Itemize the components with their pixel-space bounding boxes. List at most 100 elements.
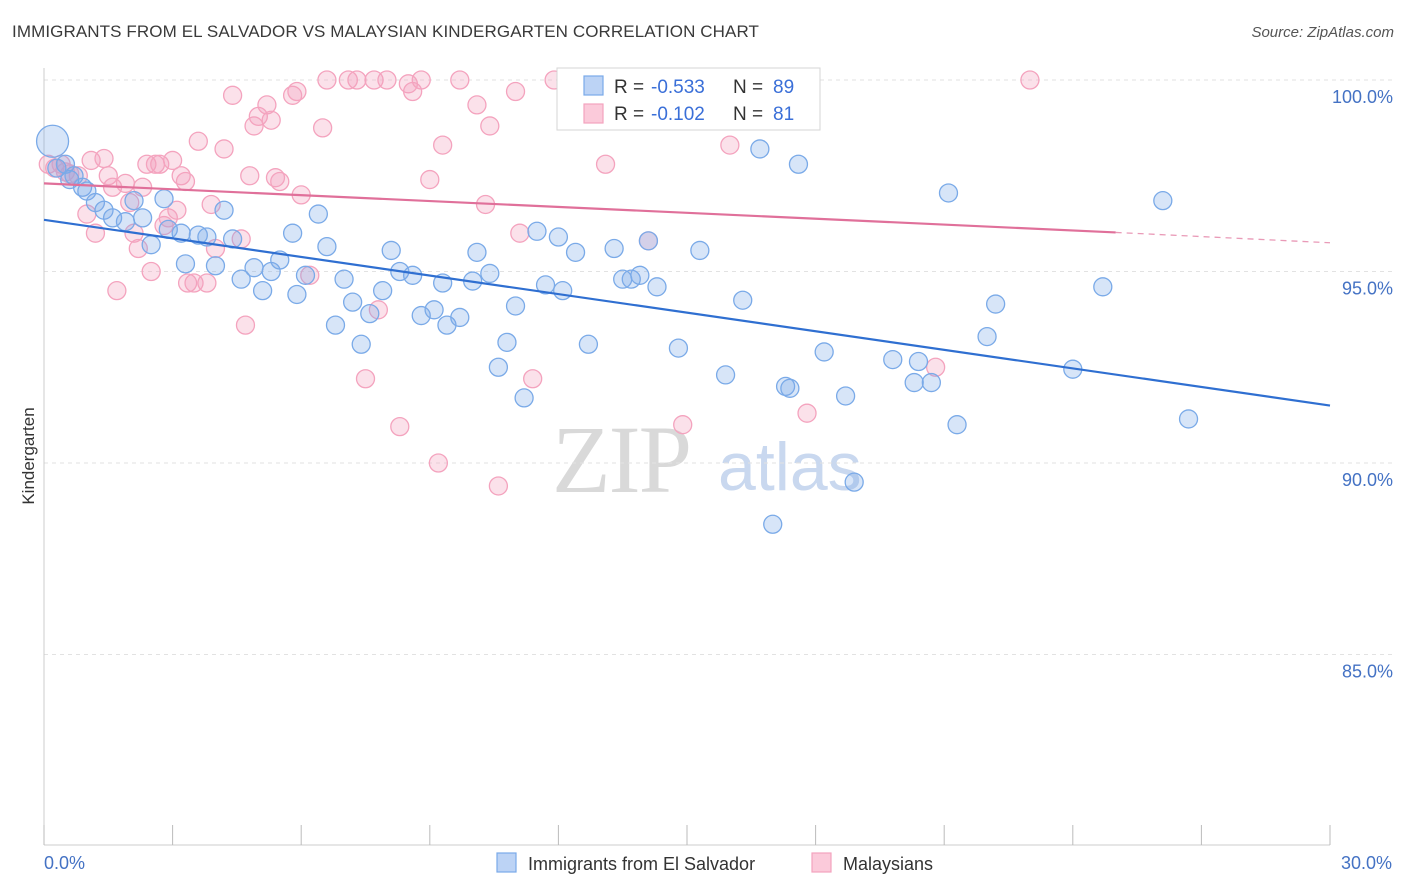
trend-lines [43,182,1331,407]
point-el-salvador [35,124,70,158]
point-malaysians [98,166,118,186]
point-malaysians [347,70,367,90]
point-el-salvador [342,292,363,312]
stats-swatch-pink [583,103,604,124]
point-el-salvador [282,223,303,243]
point-el-salvador [883,349,903,370]
point-malaysians [797,403,817,423]
point-malaysians [257,95,277,115]
point-el-salvador [1178,409,1199,429]
point-el-salvador [977,326,997,347]
point-malaysians [467,95,487,115]
point-el-salvador [638,231,659,251]
point-el-salvador [124,190,144,211]
y-axis-label: Kindergarten [19,407,38,504]
point-el-salvador [360,303,380,324]
point-el-salvador [514,388,534,408]
x-tick-label-min: 0.0% [44,853,85,873]
point-el-salvador [295,265,316,285]
point-el-salvador [1093,277,1113,297]
point-malaysians [240,166,260,186]
point-malaysians [505,81,526,102]
point-malaysians [244,116,264,136]
point-malaysians [390,416,410,437]
point-malaysians [355,369,376,389]
y-tick-label: 95.0% [1342,279,1393,299]
point-el-salvador [578,334,599,354]
point-el-salvador [715,365,736,385]
point-malaysians [141,261,161,282]
point-malaysians [595,154,616,174]
legend-swatch-el-salvador [496,852,517,873]
point-malaysians [167,200,187,220]
point-el-salvador [553,280,573,301]
point-malaysians [450,70,470,90]
point-el-salvador [1153,190,1173,211]
point-el-salvador [780,378,800,398]
point-malaysians [510,223,530,243]
source-credit: Source: ZipAtlas.com [1251,24,1394,41]
point-malaysians [312,118,333,138]
point-el-salvador [763,514,783,534]
point-el-salvador [372,280,393,301]
point-el-salvador [287,284,307,305]
stats-r-label-1: R = [614,77,644,98]
point-el-salvador [175,254,196,274]
y-tick-labels: 100.0% 95.0% 90.0% 85.0% [1332,87,1393,682]
point-el-salvador [351,334,371,354]
point-el-salvador [844,472,864,492]
point-el-salvador [467,242,487,263]
point-el-salvador [835,386,856,406]
point-malaysians [488,476,509,496]
stats-n-label-1: N = [733,77,763,98]
stats-n-label-2: N = [733,104,763,125]
point-el-salvador [647,277,667,297]
stats-legend: R = -0.533 N = 89 R = -0.102 N = 81 [556,67,821,131]
stats-n-value-1: 89 [773,77,794,98]
point-malaysians [177,273,198,293]
point-el-salvador [947,415,967,435]
point-el-salvador [788,154,809,174]
point-el-salvador [480,263,500,284]
point-el-salvador [814,342,834,362]
watermark-atlas: atlas [718,429,862,505]
point-el-salvador [403,265,423,285]
point-malaysians [107,280,127,301]
point-malaysians [222,85,243,105]
point-malaysians [197,273,217,293]
trend-line-malaysians [43,182,1116,234]
y-tick-label: 90.0% [1342,470,1393,490]
point-el-salvador [604,238,624,259]
point-el-salvador [308,204,328,224]
y-tick-label: 100.0% [1332,87,1393,107]
point-el-salvador [535,275,556,295]
point-el-salvador [488,357,509,377]
trend-line-malaysians-extension [1115,231,1331,244]
point-el-salvador [197,227,217,247]
stats-swatch-blue [583,75,604,96]
x-ticks [43,825,1331,845]
stats-r-label-2: R = [614,104,644,125]
point-el-salvador [424,300,444,320]
chart-title: IMMIGRANTS FROM EL SALVADOR VS MALAYSIAN… [12,22,760,41]
point-el-salvador [505,296,526,316]
gridlines [44,79,1395,655]
point-malaysians [235,315,256,335]
point-el-salvador [904,372,924,393]
point-el-salvador [317,236,337,257]
stats-r-value-2: -0.102 [651,104,705,125]
point-malaysians [523,369,543,389]
point-malaysians [720,135,740,155]
watermark-zip: ZIP [552,406,690,513]
point-el-salvador [630,265,650,285]
legend-swatch-malaysians [811,852,832,873]
trend-line-el-salvador [43,218,1331,407]
point-el-salvador [450,307,470,328]
stats-n-value-2: 81 [773,104,794,125]
point-el-salvador [381,240,401,261]
point-malaysians [673,415,693,435]
bottom-legend: Immigrants from El Salvador Malaysians [496,852,933,874]
point-malaysians [287,81,307,102]
point-el-salvador [690,240,710,261]
point-el-salvador [985,294,1006,314]
